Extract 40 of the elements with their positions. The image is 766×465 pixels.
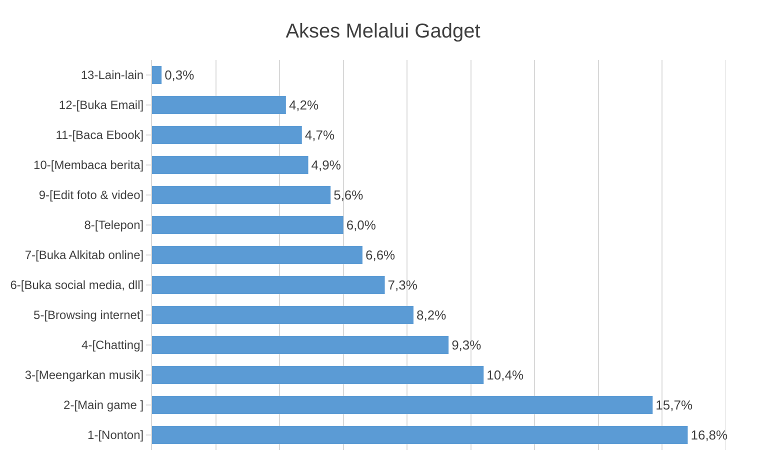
y-tick-label: 9-[Edit foto & video] bbox=[38, 188, 144, 202]
bar bbox=[152, 126, 302, 144]
bar bbox=[152, 156, 308, 174]
data-label: 16,8% bbox=[690, 428, 728, 442]
bar bbox=[152, 396, 653, 414]
bar bbox=[152, 96, 286, 114]
y-tick-label: 8-[Telepon] bbox=[84, 218, 144, 232]
y-tick-label: 10-[Membaca berita] bbox=[34, 158, 144, 172]
data-label: 15,7% bbox=[656, 398, 693, 412]
data-label: 4,2% bbox=[288, 98, 319, 112]
y-tick-label: 1-[Nonton] bbox=[88, 428, 144, 442]
y-tick-label: 3-[Meengarkan musik] bbox=[24, 368, 144, 382]
y-tick-label: 5-[Browsing internet] bbox=[34, 308, 144, 322]
data-label: 4,9% bbox=[311, 158, 342, 172]
y-tick-label: 12-[Buka Email] bbox=[58, 98, 144, 112]
y-tick-label: 13-Lain-lain bbox=[80, 68, 144, 82]
y-tick-label: 4-[Chatting] bbox=[82, 338, 144, 352]
data-label: 4,7% bbox=[304, 128, 335, 142]
y-tick-label: 6-[Buka social media, dll] bbox=[10, 278, 144, 292]
data-label: 0,3% bbox=[164, 68, 195, 82]
y-tick-label: 2-[Main game ] bbox=[64, 398, 144, 412]
data-label: 6,6% bbox=[365, 248, 396, 262]
data-label: 9,3% bbox=[452, 338, 482, 352]
bar bbox=[152, 336, 449, 354]
bar bbox=[152, 276, 385, 294]
data-label: 8,2% bbox=[416, 308, 447, 322]
bar bbox=[152, 246, 362, 264]
bar bbox=[152, 306, 414, 324]
bar bbox=[152, 186, 331, 204]
bar bbox=[152, 426, 688, 444]
data-label: 6,0% bbox=[346, 218, 376, 232]
bar bbox=[152, 66, 162, 84]
bar bbox=[152, 366, 484, 384]
data-label: 7,3% bbox=[388, 278, 418, 292]
y-tick-label: 7-[Buka Alkitab online] bbox=[24, 248, 144, 262]
data-label: 5,6% bbox=[334, 188, 364, 202]
bar bbox=[152, 216, 344, 234]
data-label: 10,4% bbox=[486, 368, 524, 382]
chart-title: Akses Melalui Gadget bbox=[286, 20, 481, 42]
y-tick-label: 11-[Baca Ebook] bbox=[56, 128, 144, 142]
